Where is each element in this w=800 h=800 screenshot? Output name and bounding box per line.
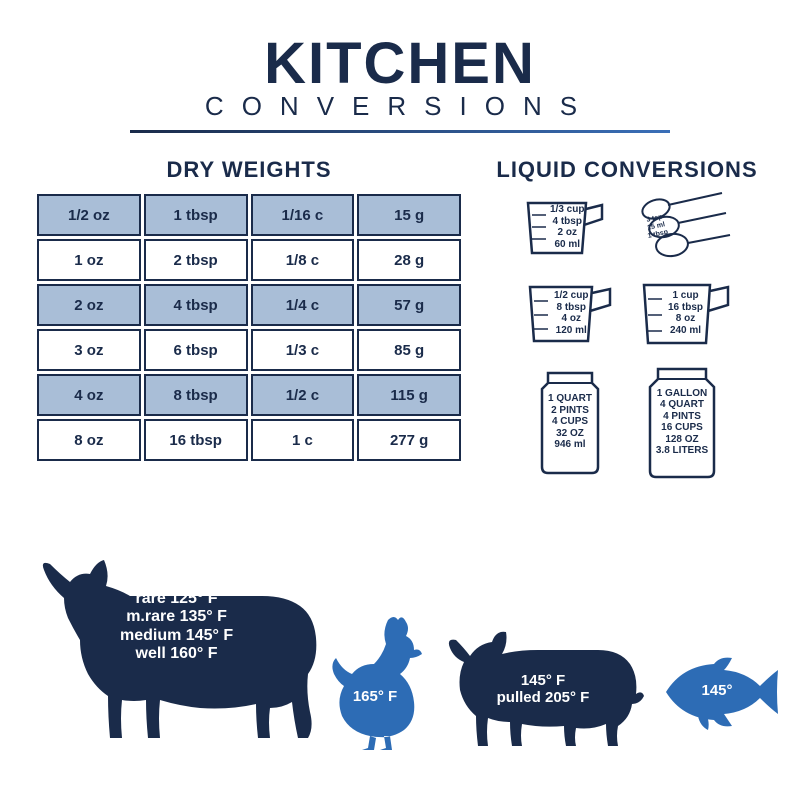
table-row: 3 oz6 tbsp1/3 c85 g: [37, 329, 461, 371]
measuring-cup-half: 1/2 cup 8 tbsp 4 oz 120 ml: [520, 273, 616, 353]
table-cell: 15 g: [357, 194, 461, 236]
chicken-label: 165° F: [353, 688, 397, 705]
cup-one-text: 1 cup 16 tbsp 8 oz 240 ml: [668, 290, 703, 336]
table-row: 1 oz2 tbsp1/8 c28 g: [37, 239, 461, 281]
table-row: 2 oz4 tbsp1/4 c57 g: [37, 284, 461, 326]
measuring-spoons: 3 tsp 15 ml 1 tbsp: [626, 191, 736, 263]
table-cell: 1 oz: [37, 239, 141, 281]
table-cell: 1/2 oz: [37, 194, 141, 236]
chicken-icon: [320, 612, 430, 752]
pig-silhouette: 145° F pulled 205° F: [438, 622, 648, 752]
jar-gallon-text: 1 GALLON 4 QUART 4 PINTS 16 CUPS 128 OZ …: [656, 388, 708, 457]
table-row: 8 oz16 tbsp1 c277 g: [37, 419, 461, 461]
table-cell: 85 g: [357, 329, 461, 371]
cow-label: rare 125° F m.rare 135° F medium 145° F …: [120, 590, 233, 664]
fish-label: 145°: [701, 682, 732, 699]
header: KITCHEN CONVERSIONS: [0, 0, 800, 133]
measuring-cup-third: 1/3 cup 4 tbsp 2 oz 60 ml: [518, 191, 608, 263]
table-cell: 4 tbsp: [144, 284, 248, 326]
table-cell: 8 oz: [37, 419, 141, 461]
liquid-section: LIQUID CONVERSIONS 1/3 cup 4 tbsp 2 oz 6…: [488, 157, 766, 491]
table-cell: 1/16 c: [251, 194, 355, 236]
spoons-icon: [626, 191, 736, 263]
dry-weights-section: DRY WEIGHTS 1/2 oz1 tbsp1/16 c15 g1 oz2 …: [34, 157, 464, 491]
dry-weights-table: 1/2 oz1 tbsp1/16 c15 g1 oz2 tbsp1/8 c28 …: [34, 191, 464, 464]
table-row: 4 oz8 tbsp1/2 c115 g: [37, 374, 461, 416]
table-cell: 2 tbsp: [144, 239, 248, 281]
table-cell: 1/8 c: [251, 239, 355, 281]
table-cell: 4 oz: [37, 374, 141, 416]
table-cell: 115 g: [357, 374, 461, 416]
cup-half-text: 1/2 cup 8 tbsp 4 oz 120 ml: [554, 290, 588, 336]
table-cell: 28 g: [357, 239, 461, 281]
table-cell: 277 g: [357, 419, 461, 461]
table-cell: 8 tbsp: [144, 374, 248, 416]
measuring-cup-one: 1 cup 16 tbsp 8 oz 240 ml: [634, 273, 734, 353]
title-main: KITCHEN: [0, 30, 800, 97]
jar-quart: 1 QUART 2 PINTS 4 CUPS 32 OZ 946 ml: [524, 363, 616, 481]
cow-silhouette: rare 125° F m.rare 135° F medium 145° F …: [30, 552, 330, 752]
table-cell: 16 tbsp: [144, 419, 248, 461]
jar-quart-text: 1 QUART 2 PINTS 4 CUPS 32 OZ 946 ml: [548, 393, 592, 451]
meat-temperatures: rare 125° F m.rare 135° F medium 145° F …: [0, 552, 800, 752]
fish-silhouette: 145°: [652, 652, 782, 732]
table-cell: 6 tbsp: [144, 329, 248, 371]
chicken-silhouette: 165° F: [320, 612, 430, 752]
jar-gallon: 1 GALLON 4 QUART 4 PINTS 16 CUPS 128 OZ …: [634, 363, 730, 481]
liquid-heading: LIQUID CONVERSIONS: [488, 157, 766, 183]
pig-label: 145° F pulled 205° F: [497, 672, 590, 707]
cup-third-text: 1/3 cup 4 tbsp 2 oz 60 ml: [550, 204, 584, 250]
table-row: 1/2 oz1 tbsp1/16 c15 g: [37, 194, 461, 236]
dry-heading: DRY WEIGHTS: [34, 157, 464, 183]
table-cell: 2 oz: [37, 284, 141, 326]
table-cell: 1/4 c: [251, 284, 355, 326]
table-cell: 57 g: [357, 284, 461, 326]
table-cell: 1 c: [251, 419, 355, 461]
title-sub: CONVERSIONS: [0, 91, 800, 122]
table-cell: 3 oz: [37, 329, 141, 371]
table-cell: 1/3 c: [251, 329, 355, 371]
table-cell: 1 tbsp: [144, 194, 248, 236]
table-cell: 1/2 c: [251, 374, 355, 416]
